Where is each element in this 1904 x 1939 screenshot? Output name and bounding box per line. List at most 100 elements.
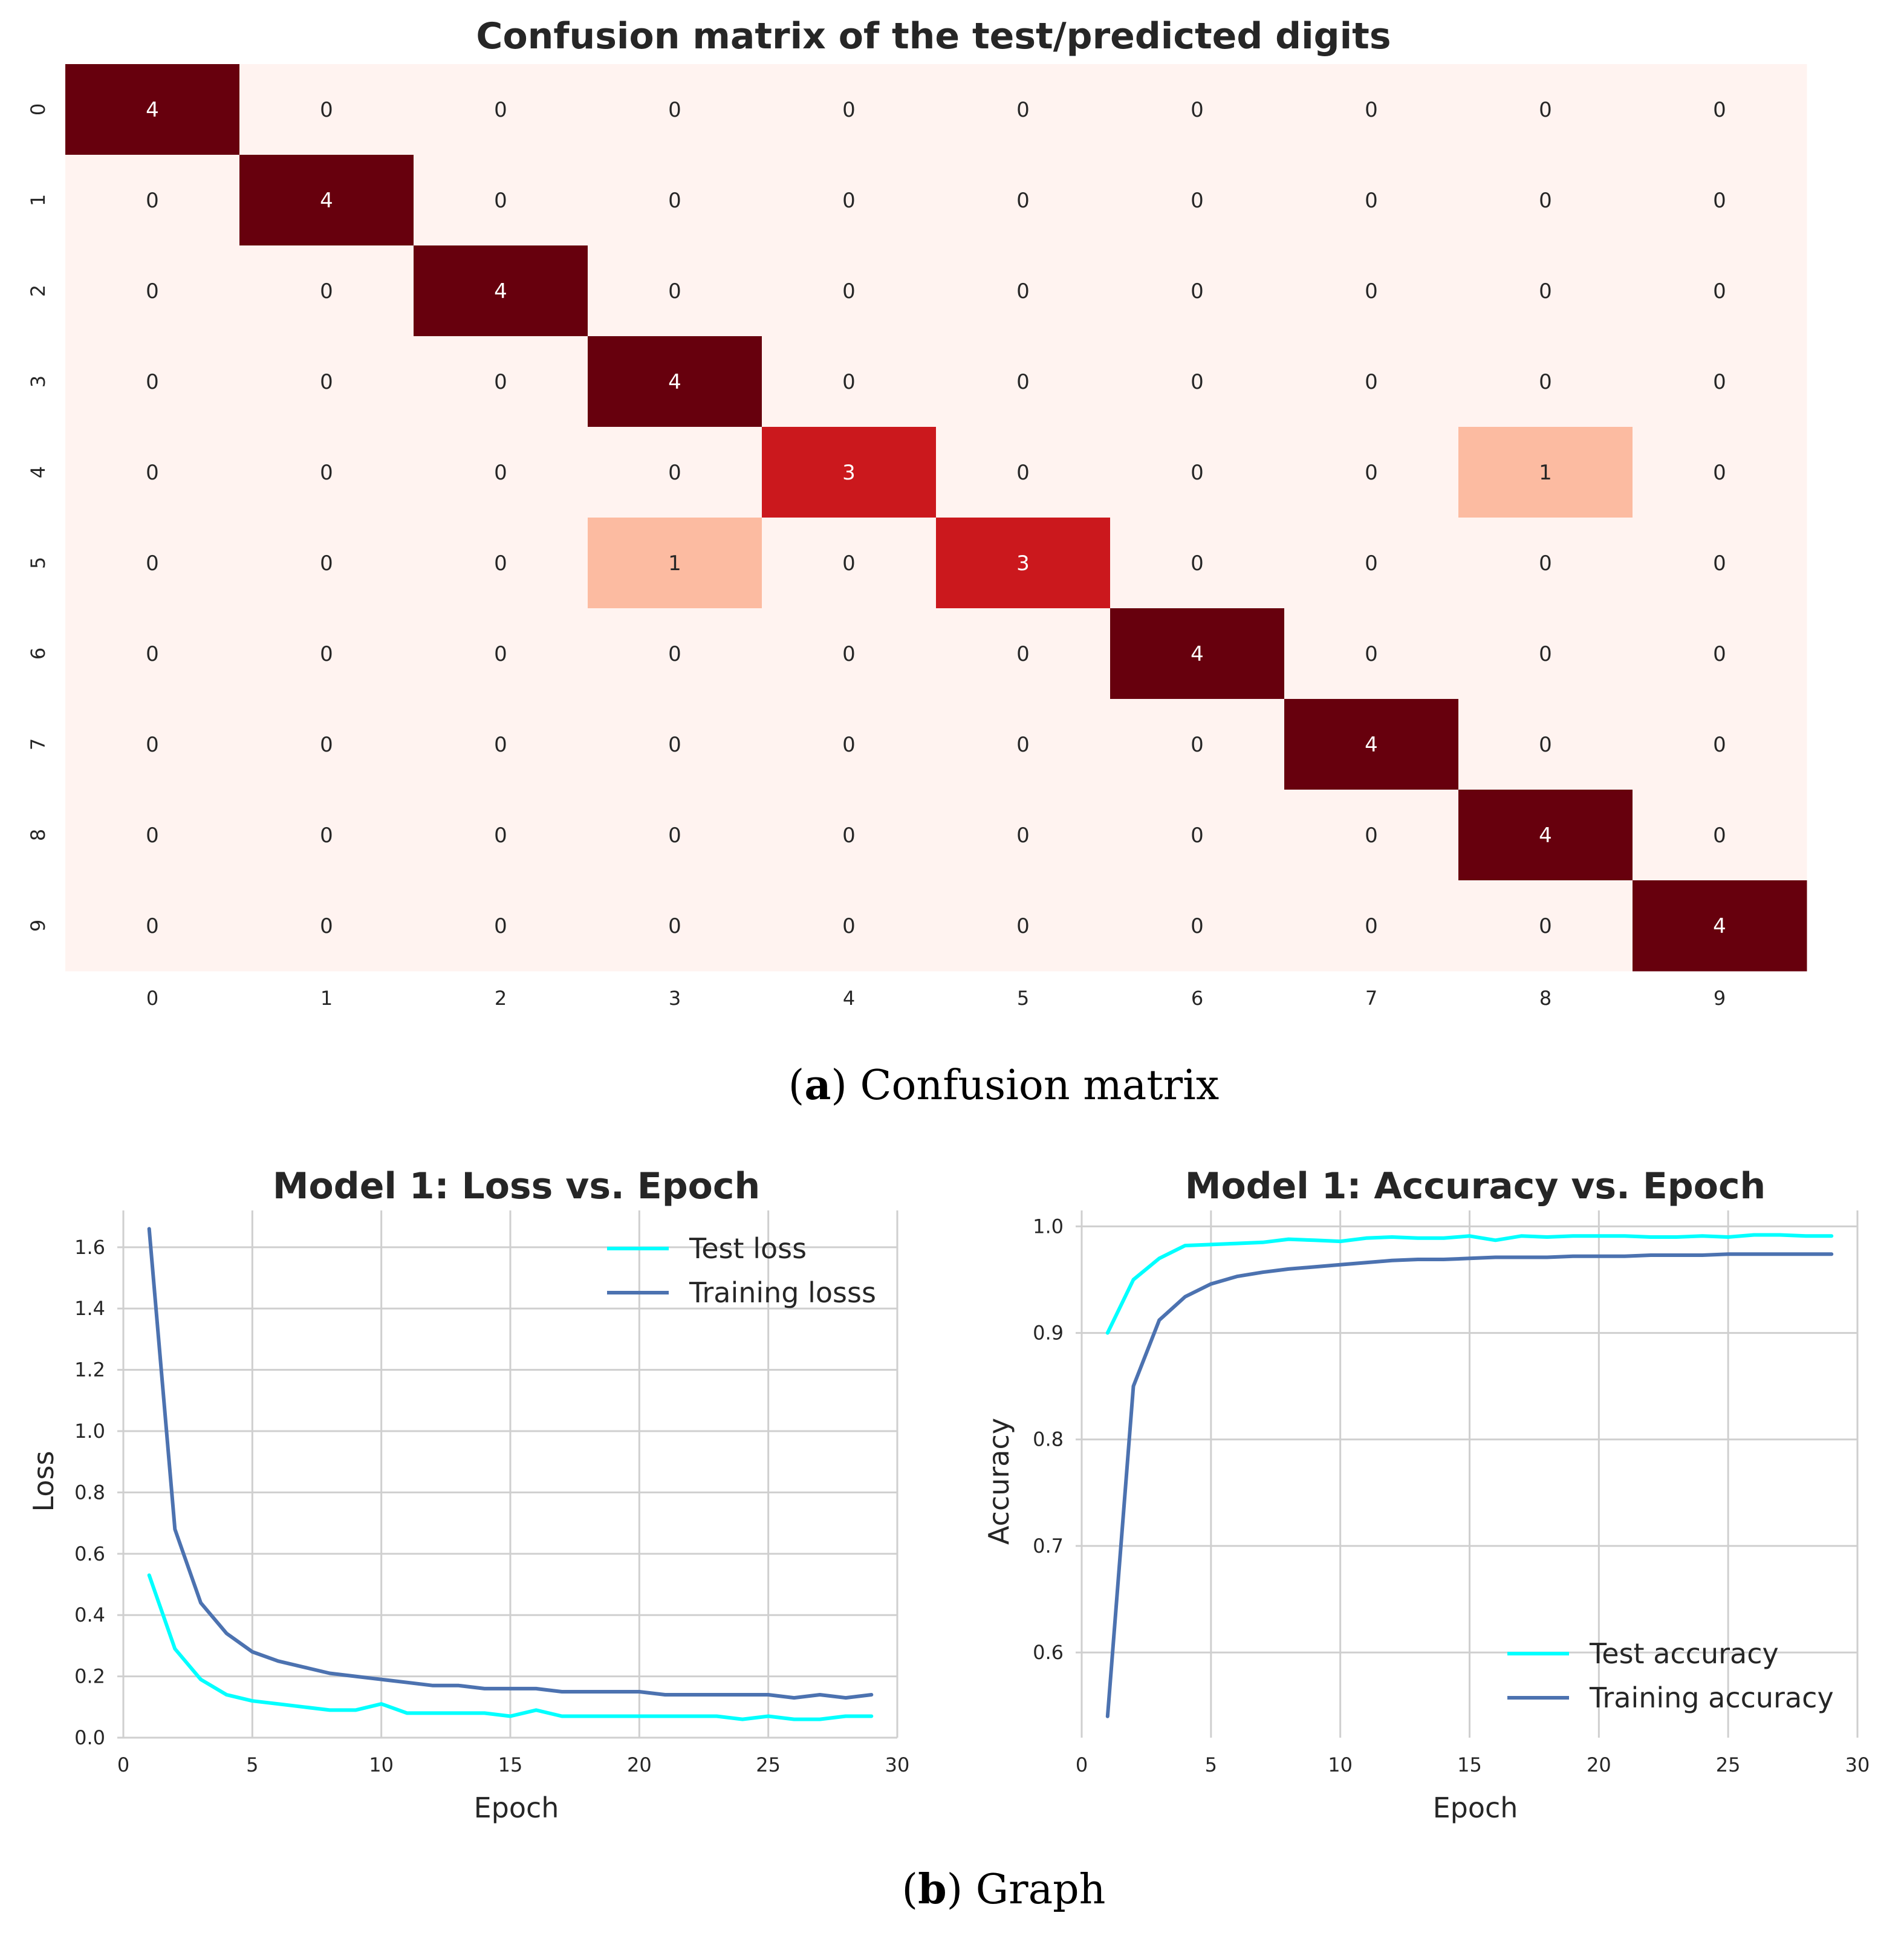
cm-cell [1284,64,1459,155]
cm-cell [239,790,414,881]
cm-cell-value: 0 [1191,733,1204,757]
cm-cell [414,336,588,427]
cm-cell-value: 0 [842,98,856,122]
cm-col-tick-label: 2 [495,987,507,1010]
loss-legend-label: Test loss [689,1232,807,1265]
cm-cell [414,790,588,881]
loss-y-tick-label: 1.6 [74,1236,105,1259]
accuracy-y-tick-label: 0.6 [1033,1641,1064,1664]
cm-cell [762,699,937,790]
cm-cell-value: 0 [146,642,159,666]
loss-x-axis-label: Epoch [474,1791,559,1824]
cm-cell-value: 0 [146,914,159,938]
cm-cell-value: 1 [1539,461,1552,485]
loss-y-tick-label: 0.4 [74,1603,105,1626]
cm-cell [936,518,1111,609]
cm-cell-value: 0 [494,914,507,938]
cm-cell-value: 0 [1016,189,1030,213]
cm-cell-value: 0 [1016,279,1030,304]
cm-cell [239,518,414,609]
caption-a: (a) Confusion matrix [788,1061,1219,1109]
cm-cell [1458,790,1633,881]
loss-y-tick-label: 1.0 [74,1420,105,1443]
cm-cell [65,880,240,972]
cm-cell-value: 0 [320,370,333,394]
cm-col-tick-label: 0 [146,987,158,1010]
cm-cell-value: 0 [1016,733,1030,757]
cm-cell [65,245,240,337]
cm-cell [1110,155,1285,246]
cm-cell-value: 3 [1016,551,1030,576]
cm-cell-value: 4 [668,370,681,394]
confusion-matrix-col-labels: 0 1 2 3 4 5 6 7 8 9 [146,987,1726,1010]
cm-row-tick-label: 8 [27,829,50,841]
cm-cell [414,518,588,609]
cm-cell-value: 0 [494,551,507,576]
cm-col-tick-label: 4 [843,987,855,1010]
cm-cell-value: 0 [1365,279,1378,304]
loss-y-tick-label: 1.2 [74,1359,105,1382]
cm-cell [65,64,240,155]
cm-col-tick-label: 5 [1017,987,1029,1010]
cm-cell-value: 0 [146,370,159,394]
cm-cell-value: 0 [842,733,856,757]
accuracy-x-tick-label: 10 [1328,1753,1353,1776]
cm-cell [1633,336,1807,427]
cm-cell [414,64,588,155]
loss-x-tick-label: 20 [627,1753,652,1776]
cm-row-tick-label: 6 [27,648,50,660]
cm-cell-value: 1 [668,551,681,576]
cm-cell-value: 0 [668,733,681,757]
loss-chart-title: Model 1: Loss vs. Epoch [273,1165,760,1207]
loss-x-tick-label: 10 [369,1753,394,1776]
cm-cell-value: 0 [1539,733,1552,757]
cm-cell-value: 0 [320,914,333,938]
cm-cell [762,155,937,246]
loss-y-tick-label: 1.4 [74,1297,105,1320]
cm-cell-value: 0 [842,551,856,576]
cm-cell [588,608,762,700]
cm-cell [1458,427,1633,518]
cm-cell-value: 0 [320,733,333,757]
cm-cell-value: 0 [842,642,856,666]
cm-cell [65,518,240,609]
cm-cell [65,427,240,518]
cm-cell [588,336,762,427]
cm-cell [414,245,588,337]
cm-cell-value: 0 [668,279,681,304]
cm-cell-value: 0 [1191,914,1204,938]
confusion-matrix-chart: Confusion matrix of the test/predicted d… [27,15,1807,1010]
cm-cell [65,790,240,881]
cm-cell-value: 0 [146,279,159,304]
cm-cell [762,790,937,881]
cm-cell-value: 0 [668,914,681,938]
loss-x-tick-label: 15 [498,1753,523,1776]
cm-cell [936,608,1111,700]
cm-cell-value: 0 [494,642,507,666]
cm-cell [936,64,1111,155]
cm-cell [1633,64,1807,155]
loss-grid [117,1210,898,1739]
cm-cell [1633,245,1807,337]
cm-cell [239,336,414,427]
accuracy-y-axis-label: Accuracy [983,1418,1015,1545]
cm-cell-value: 0 [146,733,159,757]
accuracy-legend-label: Training accuracy [1589,1681,1834,1714]
cm-col-tick-label: 1 [320,987,333,1010]
cm-cell [414,608,588,700]
cm-cell-value: 0 [1016,914,1030,938]
cm-cell-value: 0 [1191,370,1204,394]
cm-cell [1633,880,1807,972]
cm-cell-value: 0 [1016,98,1030,122]
cm-cell-value: 0 [320,642,333,666]
cm-cell [762,608,937,700]
cm-cell [1284,155,1459,246]
cm-cell-value: 0 [320,98,333,122]
cm-cell [588,699,762,790]
cm-cell [239,880,414,972]
cm-cell [936,427,1111,518]
cm-cell [239,427,414,518]
cm-cell [1458,699,1633,790]
loss-ticks: 0 5 10 15 20 25 30 0.0 0.2 0.4 0.6 0.8 1.0 1.2 1.4 1.6 [74,1236,909,1776]
cm-cell-value: 0 [1016,370,1030,394]
